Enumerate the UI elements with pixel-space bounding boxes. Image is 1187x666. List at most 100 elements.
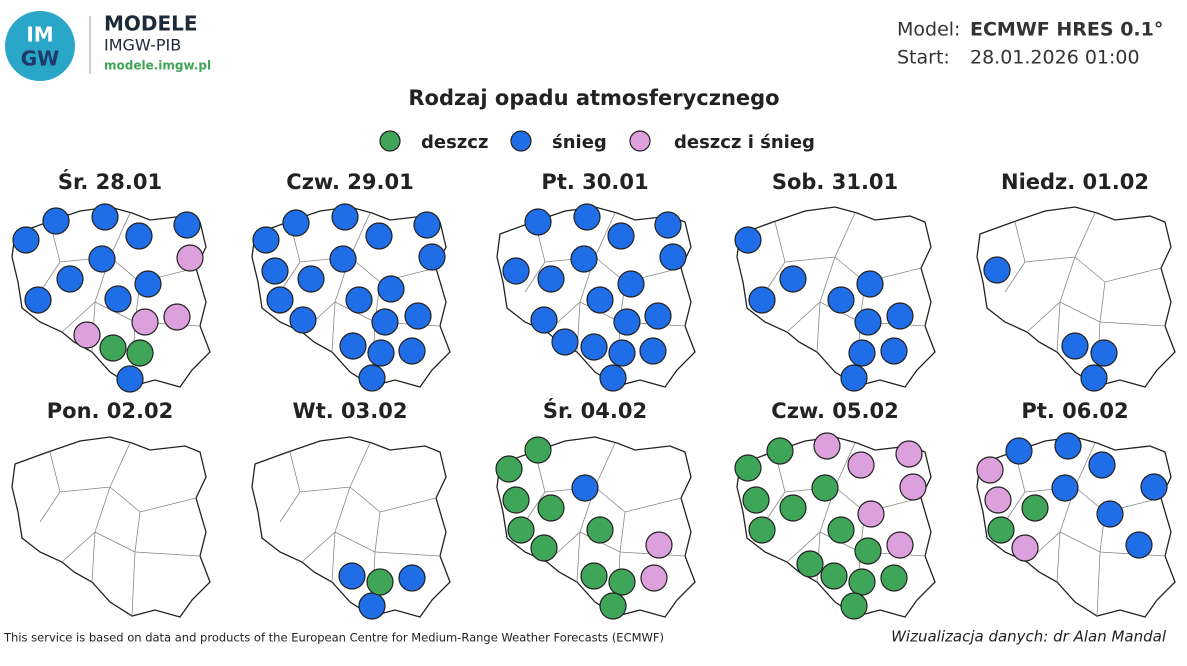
precip-point xyxy=(848,339,876,367)
precip-point xyxy=(827,286,855,314)
precip-point xyxy=(748,286,776,314)
precip-point xyxy=(857,500,885,528)
precip-point xyxy=(88,245,116,273)
precip-point xyxy=(524,208,552,236)
precip-point xyxy=(608,339,636,367)
precip-point xyxy=(176,244,204,272)
precip-point xyxy=(586,516,614,544)
precip-point xyxy=(607,222,635,250)
precip-point xyxy=(524,436,552,464)
precip-point xyxy=(329,245,357,273)
precip-point xyxy=(297,265,325,293)
precip-point xyxy=(854,537,882,565)
precip-point xyxy=(367,339,395,367)
precip-point xyxy=(779,265,807,293)
precip-point xyxy=(639,337,667,365)
precip-point xyxy=(987,516,1015,544)
precip-point xyxy=(573,203,601,231)
org: IMGW-PIB xyxy=(104,36,181,55)
map xyxy=(251,436,451,618)
precip-point xyxy=(659,243,687,271)
precip-point xyxy=(734,454,762,482)
precip-point xyxy=(608,568,636,596)
day-label: Wt. 03.02 xyxy=(293,399,408,423)
precip-point xyxy=(796,550,824,578)
precip-point xyxy=(502,486,530,514)
precip-point xyxy=(886,531,914,559)
day-label: Pon. 02.02 xyxy=(47,399,173,423)
precip-point xyxy=(880,564,908,592)
precip-point xyxy=(99,334,127,362)
precip-point xyxy=(530,306,558,334)
precip-point xyxy=(331,203,359,231)
precip-point xyxy=(358,592,386,620)
precip-point xyxy=(895,440,923,468)
precip-point xyxy=(289,306,317,334)
precip-point xyxy=(282,209,310,237)
precip-point xyxy=(413,211,441,239)
precip-point xyxy=(495,455,523,483)
precip-point xyxy=(42,207,70,235)
brand: MODELE xyxy=(104,12,198,36)
precip-point xyxy=(599,364,627,392)
precip-point xyxy=(976,456,1004,484)
precip-point xyxy=(983,256,1011,284)
precip-point xyxy=(899,473,927,501)
day-label: Czw. 05.02 xyxy=(771,399,898,423)
footer-source: This service is based on data and produc… xyxy=(3,631,664,645)
day-label: Sob. 31.01 xyxy=(772,170,898,194)
precip-point xyxy=(1090,339,1118,367)
precip-point xyxy=(530,534,558,562)
precip-point xyxy=(1088,451,1116,479)
precip-point xyxy=(1061,332,1089,360)
precip-point xyxy=(984,486,1012,514)
model-label: Model: xyxy=(897,19,960,41)
map xyxy=(976,206,1176,388)
precip-point xyxy=(1140,473,1168,501)
precip-point xyxy=(366,568,394,596)
precip-point xyxy=(125,222,153,250)
precip-point xyxy=(599,592,627,620)
precip-point xyxy=(261,257,289,285)
precip-point xyxy=(571,474,599,502)
footer-credit: Wizualizacja danych: dr Alan Mandal xyxy=(891,628,1167,646)
precip-point xyxy=(91,203,119,231)
precip-point xyxy=(813,432,841,460)
precip-point xyxy=(1054,432,1082,460)
precip-point xyxy=(811,474,839,502)
precip-point xyxy=(1051,474,1079,502)
logo-text: IM xyxy=(26,23,53,47)
logo: IM GW xyxy=(5,11,91,81)
day-label: Pt. 30.01 xyxy=(541,170,648,194)
precip-point xyxy=(116,365,144,393)
precip-point xyxy=(847,451,875,479)
precip-point xyxy=(580,562,608,590)
precip-point xyxy=(586,286,614,314)
precip-point xyxy=(24,286,52,314)
precip-point xyxy=(537,265,565,293)
day-label: Śr. 28.01 xyxy=(58,169,162,194)
precip-point xyxy=(645,531,673,559)
precip-point xyxy=(502,257,530,285)
precip-point xyxy=(779,494,807,522)
model-value: ECMWF HRES 0.1° xyxy=(970,19,1163,41)
day-label: Niedz. 01.02 xyxy=(1001,170,1149,194)
precip-point xyxy=(56,265,84,293)
precip-point xyxy=(418,243,446,271)
legend-label: deszcz i śnieg xyxy=(674,132,815,153)
precip-point xyxy=(345,286,373,314)
precip-point xyxy=(1021,494,1049,522)
precip-point xyxy=(742,486,770,514)
precip-point xyxy=(163,303,191,331)
precip-point xyxy=(570,245,598,273)
precip-point xyxy=(644,302,672,330)
day-label: Pt. 06.02 xyxy=(1021,399,1128,423)
precip-point xyxy=(1125,531,1153,559)
precip-point xyxy=(880,337,908,365)
precip-point xyxy=(748,516,776,544)
start-label: Start: xyxy=(897,47,950,69)
precip-point xyxy=(134,270,162,298)
precip-point xyxy=(104,285,132,313)
precip-point xyxy=(1080,364,1108,392)
